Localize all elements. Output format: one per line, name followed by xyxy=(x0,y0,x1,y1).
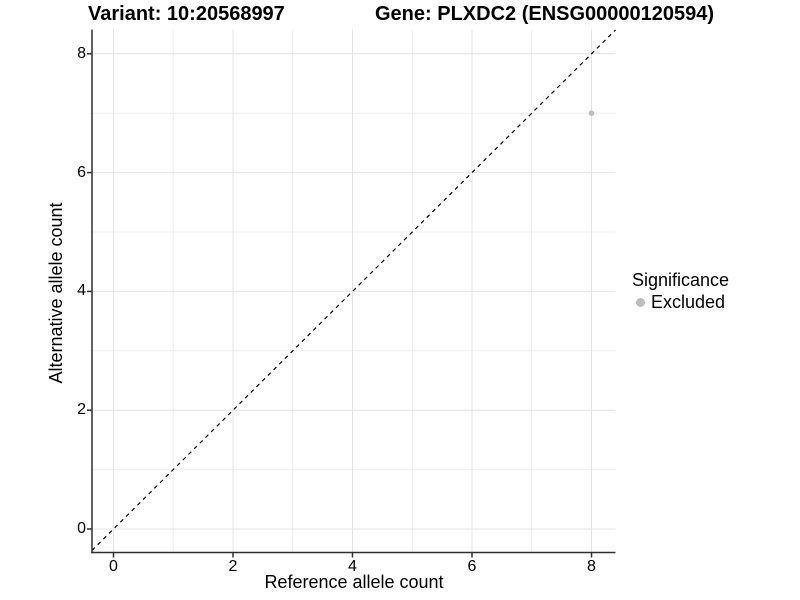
legend-item-label: Excluded xyxy=(651,292,726,312)
x-tick-label: 0 xyxy=(109,558,118,575)
x-tick-label: 8 xyxy=(587,558,596,575)
y-tick-label: 8 xyxy=(77,44,86,62)
x-tick-label: 2 xyxy=(228,558,238,575)
y-tick-label: 6 xyxy=(77,163,86,181)
x-tick-label: 4 xyxy=(348,558,357,575)
legend: Significance Excluded xyxy=(632,269,729,313)
x-tick-label: 6 xyxy=(467,558,477,575)
plot-title-variant: Variant: 10:20568997 xyxy=(88,3,285,25)
legend-marker-circle-icon xyxy=(636,298,645,307)
legend-item-excluded: Excluded xyxy=(632,291,729,313)
x-axis-title: Reference allele count xyxy=(264,572,444,592)
plot-title-gene: Gene: PLXDC2 (ENSG00000120594) xyxy=(375,3,715,25)
legend-title: Significance xyxy=(632,270,730,290)
y-axis-title: Alternative allele count xyxy=(46,202,66,384)
y-tick-label: 0 xyxy=(77,520,86,537)
y-tick-label: 2 xyxy=(77,401,86,419)
y-tick-label: 4 xyxy=(77,282,86,300)
